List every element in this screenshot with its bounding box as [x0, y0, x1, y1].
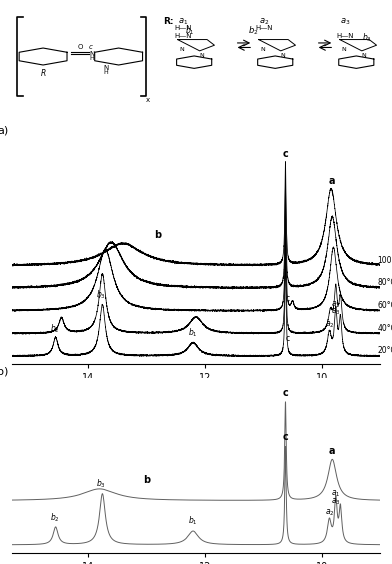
Text: $b_1$: $b_1$	[188, 515, 198, 527]
Text: N: N	[179, 47, 183, 52]
Text: $a_1$: $a_1$	[178, 17, 188, 28]
Text: $a_1$: $a_1$	[331, 299, 341, 310]
Text: N: N	[260, 47, 265, 52]
Text: N: N	[341, 47, 346, 52]
Text: $a_2$: $a_2$	[325, 320, 334, 331]
Text: b): b)	[0, 366, 8, 376]
Text: $b_1$: $b_1$	[185, 25, 195, 37]
Text: x: x	[146, 97, 151, 103]
Text: c: c	[283, 432, 289, 442]
Text: 80°C: 80°C	[377, 279, 392, 288]
Text: H: H	[103, 70, 108, 75]
Text: N: N	[199, 53, 204, 58]
X-axis label: $\delta$, ppm: $\delta$, ppm	[178, 389, 214, 403]
Text: b: b	[154, 231, 162, 240]
Text: N: N	[103, 65, 108, 71]
Text: 60°C: 60°C	[377, 301, 392, 310]
Text: $b_2$: $b_2$	[248, 25, 259, 37]
Text: 40°C: 40°C	[377, 324, 392, 333]
Text: H—N: H—N	[174, 33, 191, 39]
Text: H: H	[89, 56, 94, 61]
Text: $b_2$: $b_2$	[50, 512, 59, 525]
Text: b: b	[143, 475, 150, 485]
Text: H—N: H—N	[336, 33, 354, 39]
Text: $b_3$: $b_3$	[96, 288, 106, 301]
Text: H—N: H—N	[174, 25, 191, 31]
Text: $a_2$: $a_2$	[259, 17, 269, 28]
Text: N: N	[280, 53, 285, 58]
Text: N: N	[361, 53, 366, 58]
Text: H—N: H—N	[255, 25, 272, 31]
Text: R:: R:	[163, 17, 173, 26]
Text: $a_3$: $a_3$	[340, 17, 350, 28]
Text: a): a)	[0, 126, 8, 136]
Text: $a_1$: $a_1$	[331, 488, 341, 499]
Text: a: a	[329, 176, 336, 186]
Text: $b_1$: $b_1$	[188, 326, 198, 338]
Text: $b_2$: $b_2$	[50, 322, 59, 334]
Text: $a_3$: $a_3$	[331, 307, 341, 317]
Text: $a_3$: $a_3$	[331, 496, 341, 506]
Text: c: c	[283, 148, 289, 158]
Text: $b_3$: $b_3$	[96, 477, 106, 490]
Text: c: c	[286, 334, 290, 343]
Text: O: O	[77, 44, 83, 50]
Text: a: a	[329, 447, 336, 456]
Text: 100°C: 100°C	[377, 256, 392, 265]
Text: c: c	[285, 294, 290, 303]
Text: c: c	[89, 44, 93, 50]
Text: N: N	[89, 51, 94, 58]
Text: R: R	[40, 69, 46, 78]
Text: $a_2$: $a_2$	[325, 508, 334, 518]
Text: $b_3$: $b_3$	[362, 32, 372, 44]
Text: c: c	[283, 387, 289, 398]
Text: 20°C: 20°C	[377, 346, 392, 355]
